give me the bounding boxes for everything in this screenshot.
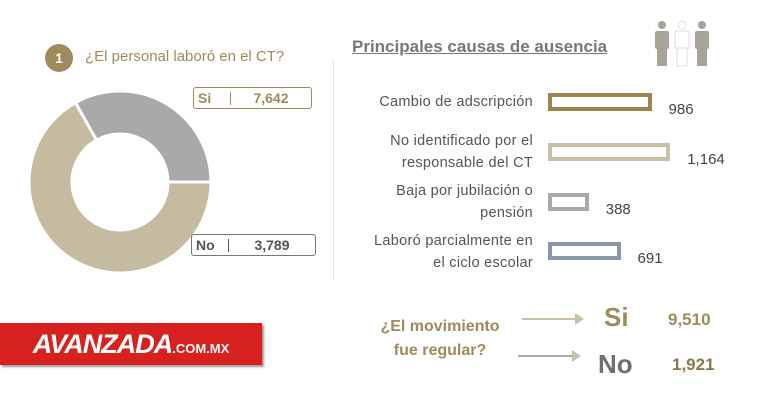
- logo-main: AVANZADA: [32, 328, 173, 359]
- cause-label: No identificado por el responsable del CT: [390, 130, 533, 174]
- cause-label-line: Laboró parcialmente en: [374, 233, 533, 249]
- regular-question-line1: ¿El movimiento: [380, 318, 500, 335]
- regular-question: ¿El movimiento fue regular?: [360, 315, 520, 363]
- cause-label: Cambio de adscripción: [379, 91, 533, 113]
- people-icon: [655, 20, 709, 67]
- regular-si-value: 9,510: [668, 310, 711, 329]
- causes-title: Principales causas de ausencia: [352, 37, 608, 56]
- cause-bar: [548, 93, 652, 111]
- cause-label-line: Cambio de adscripción: [379, 94, 533, 110]
- legend-si-label: Si: [194, 91, 231, 105]
- arrow-si-icon: [522, 313, 584, 325]
- cause-bar: [548, 193, 589, 211]
- regular-no-label: No: [598, 349, 633, 379]
- cause-label-line: Baja por jubilación o: [396, 183, 533, 199]
- cause-label: Baja por jubilación o pensión: [396, 180, 533, 224]
- cause-label-line: pensión: [480, 205, 533, 221]
- legend-no: No 3,789: [191, 234, 316, 256]
- cause-value: 1,164: [687, 151, 725, 168]
- cause-value: 388: [605, 201, 631, 218]
- cause-label-line: No identificado por el: [390, 133, 533, 149]
- legend-si: Si 7,642: [193, 87, 312, 109]
- regular-si-label: Si: [604, 302, 629, 332]
- legend-no-label: No: [192, 238, 229, 252]
- regular-no-value: 1,921: [672, 355, 715, 374]
- cause-label-line: el ciclo escolar: [433, 255, 533, 271]
- avanzada-logo: AVANZADA .COM.MX: [0, 323, 262, 365]
- cause-value: 691: [637, 250, 663, 267]
- donut-chart: [27, 89, 213, 275]
- regular-question-line2: fue regular?: [393, 342, 487, 359]
- logo-suffix: .COM.MX: [172, 340, 230, 356]
- question-number-badge: 1: [45, 44, 73, 72]
- legend-si-value: 7,642: [253, 90, 289, 106]
- cause-value: 986: [668, 101, 694, 118]
- question-title: ¿El personal laboró en el CT?: [85, 48, 285, 65]
- divider: [333, 60, 334, 280]
- arrow-no-icon: [518, 350, 581, 362]
- cause-label: Laboró parcialmente en el ciclo escolar: [374, 230, 533, 274]
- donut-slice-si: [27, 100, 213, 275]
- cause-bar: [548, 143, 671, 161]
- donut-slice-no: [73, 89, 213, 184]
- legend-no-value: 3,789: [254, 237, 290, 253]
- cause-label-line: responsable del CT: [401, 155, 533, 171]
- cause-bar: [548, 242, 621, 260]
